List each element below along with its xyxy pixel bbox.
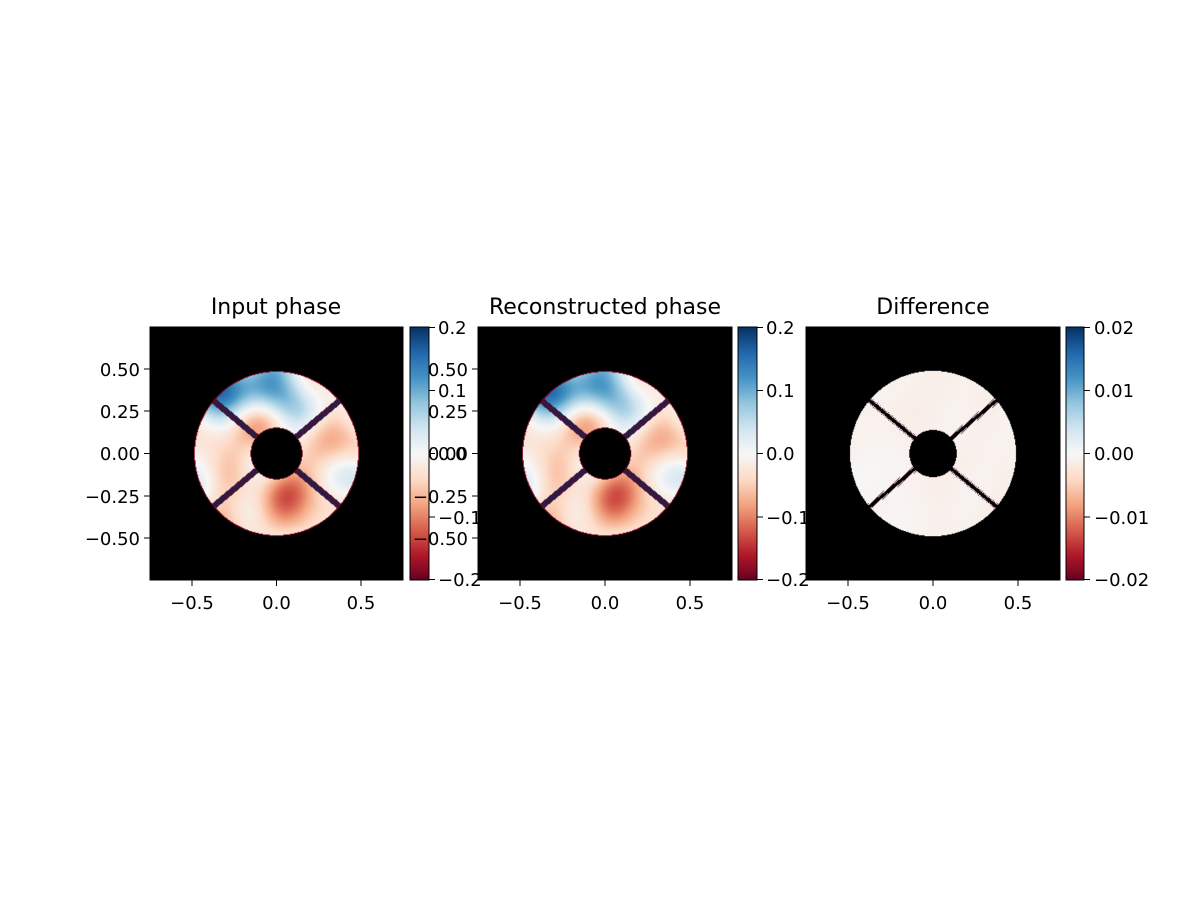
colorbar-tick-label: 0.01 <box>1094 381 1134 402</box>
colorbar: 0.2 0.1 0.0 −0.1 −0.2 <box>409 318 482 591</box>
colorbar-tick-label: −0.02 <box>1094 570 1149 591</box>
colorbar-tick-label: 0.0 <box>766 444 795 465</box>
image-axes <box>805 326 1061 581</box>
y-axis: 0.50 0.25 0.00 −0.25 −0.50 <box>413 360 478 550</box>
colorbar-tick-label: 0.2 <box>766 318 795 339</box>
y-tick-label: 0.50 <box>428 360 468 381</box>
x-tick-label: 0.5 <box>347 593 376 614</box>
y-tick-label: −0.25 <box>413 487 468 508</box>
phase-image <box>478 327 732 580</box>
x-tick-label: 0.0 <box>591 593 620 614</box>
panel-difference: Difference −0.5 0.0 0.5 0.02 0.01 0.00 −… <box>805 295 1149 614</box>
x-axis: −0.5 0.0 0.5 <box>170 580 375 614</box>
image-axes <box>477 326 733 581</box>
colorbar-gradient <box>737 326 758 581</box>
colorbar: 0.02 0.01 0.00 −0.01 −0.02 <box>1065 318 1149 591</box>
colorbar-tick-label: −0.2 <box>766 570 810 591</box>
colorbar-tick-label: 0.2 <box>438 318 467 339</box>
image-axes <box>149 326 404 581</box>
colorbar: 0.2 0.1 0.0 −0.1 −0.2 <box>737 318 810 591</box>
x-tick-label: 0.5 <box>1004 593 1033 614</box>
x-tick-label: −0.5 <box>498 593 542 614</box>
x-axis: −0.5 0.0 0.5 <box>498 580 704 614</box>
x-tick-label: −0.5 <box>170 593 214 614</box>
y-tick-label: −0.50 <box>85 529 140 550</box>
y-tick-label: 0.25 <box>428 402 468 423</box>
colorbar-tick-label: −0.01 <box>1094 508 1149 529</box>
panel-title: Reconstructed phase <box>489 295 721 320</box>
colorbar-gradient <box>1065 326 1085 581</box>
difference-image <box>806 327 1060 580</box>
panel-input-phase: Input phase −0.5 0.0 0.5 0.50 0.25 0.00 … <box>85 295 482 614</box>
panel-title: Input phase <box>211 295 341 320</box>
colorbar-tick-label: −0.1 <box>438 508 482 529</box>
x-tick-label: 0.0 <box>262 593 291 614</box>
y-tick-label: 0.50 <box>100 360 140 381</box>
phase-image <box>150 327 403 580</box>
y-tick-label: −0.25 <box>85 487 140 508</box>
y-tick-label: 0.00 <box>428 444 468 465</box>
colorbar-tick-label: −0.1 <box>766 508 810 529</box>
y-tick-label: −0.50 <box>413 529 468 550</box>
x-axis: −0.5 0.0 0.5 <box>826 580 1032 614</box>
colorbar-tick-label: −0.2 <box>438 570 482 591</box>
colorbar-tick-label: 0.1 <box>438 381 467 402</box>
y-tick-label: 0.25 <box>100 402 140 423</box>
x-tick-label: 0.0 <box>919 593 948 614</box>
y-axis: 0.50 0.25 0.00 −0.25 −0.50 <box>85 360 150 550</box>
colorbar-tick-label: 0.1 <box>766 381 795 402</box>
panel-title: Difference <box>876 295 989 320</box>
colorbar-tick-label: 0.00 <box>1094 444 1134 465</box>
x-tick-label: 0.5 <box>676 593 705 614</box>
colorbar-tick-label: 0.02 <box>1094 318 1134 339</box>
x-tick-label: −0.5 <box>826 593 870 614</box>
y-tick-label: 0.00 <box>100 444 140 465</box>
colorbar-tick-label: 0.0 <box>438 444 467 465</box>
panel-reconstructed-phase: Reconstructed phase −0.5 0.0 0.5 0.50 0.… <box>413 295 810 614</box>
